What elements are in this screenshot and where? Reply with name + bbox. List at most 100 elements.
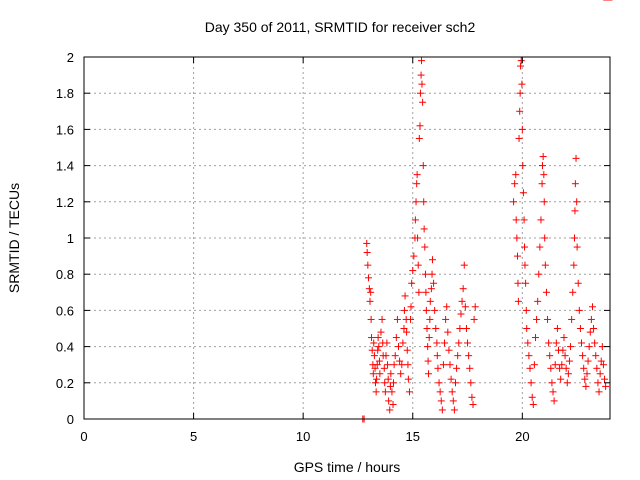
data-point	[399, 339, 407, 347]
data-point	[375, 343, 383, 351]
data-point	[513, 234, 521, 242]
data-point	[455, 339, 463, 347]
data-point	[413, 180, 421, 188]
data-point	[408, 279, 416, 287]
data-point	[465, 352, 473, 360]
data-point	[373, 361, 381, 369]
data-point	[593, 364, 601, 372]
data-point	[461, 303, 469, 311]
data-point	[441, 339, 449, 347]
data-point	[421, 270, 429, 278]
data-point	[569, 288, 577, 296]
data-point	[456, 325, 464, 332]
data-point	[512, 216, 520, 224]
data-point	[535, 270, 543, 278]
data-point	[420, 225, 428, 233]
data-point	[519, 189, 527, 197]
data-point	[541, 261, 549, 269]
data-point	[595, 388, 603, 396]
y-tick-label: 1.6	[56, 122, 74, 137]
data-point	[403, 328, 411, 336]
data-point	[583, 370, 591, 378]
data-point	[558, 361, 566, 369]
data-point	[433, 339, 441, 347]
data-point	[384, 361, 392, 369]
data-point	[514, 252, 522, 260]
y-tick-label: 0	[67, 412, 74, 427]
data-point	[573, 198, 581, 206]
data-point	[363, 248, 371, 256]
data-point	[534, 297, 542, 305]
data-point	[432, 325, 440, 332]
data-point	[436, 388, 444, 396]
data-point	[437, 397, 445, 405]
data-point	[520, 216, 528, 224]
data-point	[411, 216, 419, 224]
data-point	[550, 397, 558, 405]
data-point	[425, 370, 433, 378]
data-point	[526, 364, 534, 372]
data-point	[514, 279, 522, 287]
data-point	[416, 89, 424, 97]
data-point	[426, 315, 434, 323]
axis-tick-labels: 00.20.40.60.811.21.41.61.820 5 10 15 20	[56, 50, 530, 444]
data-point	[451, 379, 459, 387]
data-point	[464, 339, 472, 347]
data-point	[412, 198, 420, 206]
data-point	[424, 343, 432, 351]
data-point	[458, 297, 466, 305]
data-markers	[359, 0, 613, 423]
data-point	[377, 328, 385, 336]
data-point	[445, 346, 453, 354]
data-point	[580, 364, 588, 372]
data-point	[404, 375, 412, 383]
x-tick-label: 0	[80, 429, 87, 444]
data-point	[547, 364, 555, 372]
data-point	[512, 171, 520, 179]
data-point	[434, 364, 442, 372]
data-point	[419, 162, 427, 170]
data-point	[516, 89, 524, 97]
data-point	[586, 328, 594, 336]
data-point	[391, 352, 399, 360]
data-point	[418, 80, 426, 88]
data-point	[585, 343, 593, 351]
data-point	[433, 352, 441, 360]
data-point	[541, 234, 549, 242]
axis-ticks	[83, 56, 610, 420]
y-tick-label: 1.2	[56, 195, 74, 210]
data-point	[425, 334, 433, 342]
data-point	[587, 315, 595, 323]
data-point	[522, 306, 530, 314]
data-point	[374, 346, 382, 354]
data-point	[413, 171, 421, 179]
data-point	[427, 285, 435, 293]
data-point	[518, 80, 526, 88]
data-point	[407, 303, 415, 311]
data-point	[574, 279, 582, 287]
data-point	[380, 364, 388, 372]
data-point	[591, 339, 599, 347]
data-point	[533, 315, 541, 323]
data-point	[364, 274, 372, 282]
data-point	[395, 343, 403, 351]
data-point	[375, 357, 383, 365]
data-point	[393, 315, 401, 323]
data-point	[511, 180, 519, 188]
data-point	[422, 288, 430, 296]
x-axis-title: GPS time / hours	[294, 459, 401, 475]
data-point	[383, 339, 391, 347]
data-point	[572, 154, 580, 162]
data-point	[407, 315, 415, 323]
data-point	[516, 107, 524, 115]
data-point	[531, 334, 539, 342]
data-point	[561, 352, 569, 360]
data-point	[510, 198, 518, 206]
data-point	[540, 198, 548, 206]
data-point	[457, 310, 465, 318]
data-point	[446, 361, 454, 369]
data-point	[468, 393, 476, 401]
x-tick-label: 15	[406, 429, 420, 444]
x-tick-label: 10	[296, 429, 310, 444]
